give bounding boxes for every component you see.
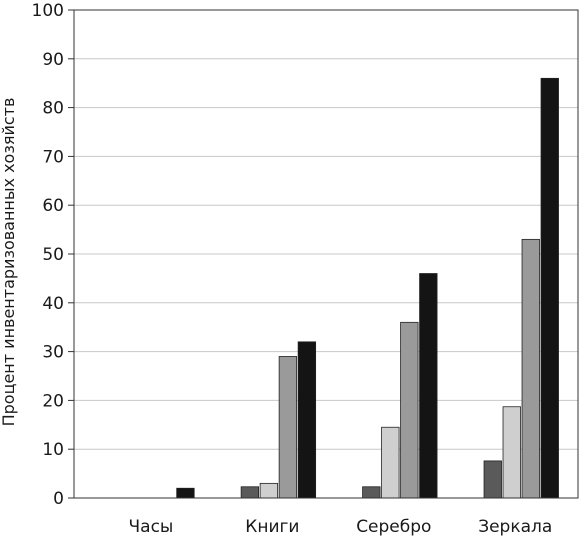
y-tick-label: 30	[42, 343, 64, 363]
bar	[297, 341, 317, 499]
bar	[419, 273, 438, 499]
labels-layer: 0 10 20 30 40 50 60 70 80 90 100 Часы Книги Серебро Зе…	[32, 1, 553, 537]
plot-frame	[73, 9, 579, 499]
bar	[259, 482, 279, 499]
y-tick-label: 90	[42, 50, 64, 70]
bars-layer	[176, 77, 559, 499]
bar	[240, 486, 260, 499]
y-axis-title: Процент инвентаризованных хозяйств	[0, 98, 18, 427]
bar	[483, 460, 502, 499]
y-tick-label: 20	[42, 391, 64, 411]
y-tick-label: 10	[42, 440, 64, 460]
axes-layer	[68, 9, 579, 499]
y-tick-label: 50	[42, 245, 64, 265]
y-tick-label: 0	[53, 489, 64, 509]
x-category-label: Книги	[245, 517, 299, 537]
bar	[502, 406, 521, 499]
y-tick-label: 100	[32, 1, 64, 21]
x-category-label: Серебро	[356, 517, 431, 537]
bar	[540, 77, 559, 499]
grid-layer	[74, 9, 578, 450]
y-tick-label: 80	[42, 99, 64, 119]
x-category-label: Часы	[129, 517, 174, 537]
bar	[381, 426, 400, 499]
bar	[521, 238, 540, 499]
y-tick-label: 60	[42, 196, 64, 216]
x-category-label: Зеркала	[478, 517, 552, 537]
bar	[278, 356, 298, 499]
bar	[176, 487, 195, 499]
y-tick-label: 70	[42, 147, 64, 167]
y-tick-label: 40	[42, 294, 64, 314]
bar	[362, 486, 381, 499]
bar	[400, 321, 419, 499]
